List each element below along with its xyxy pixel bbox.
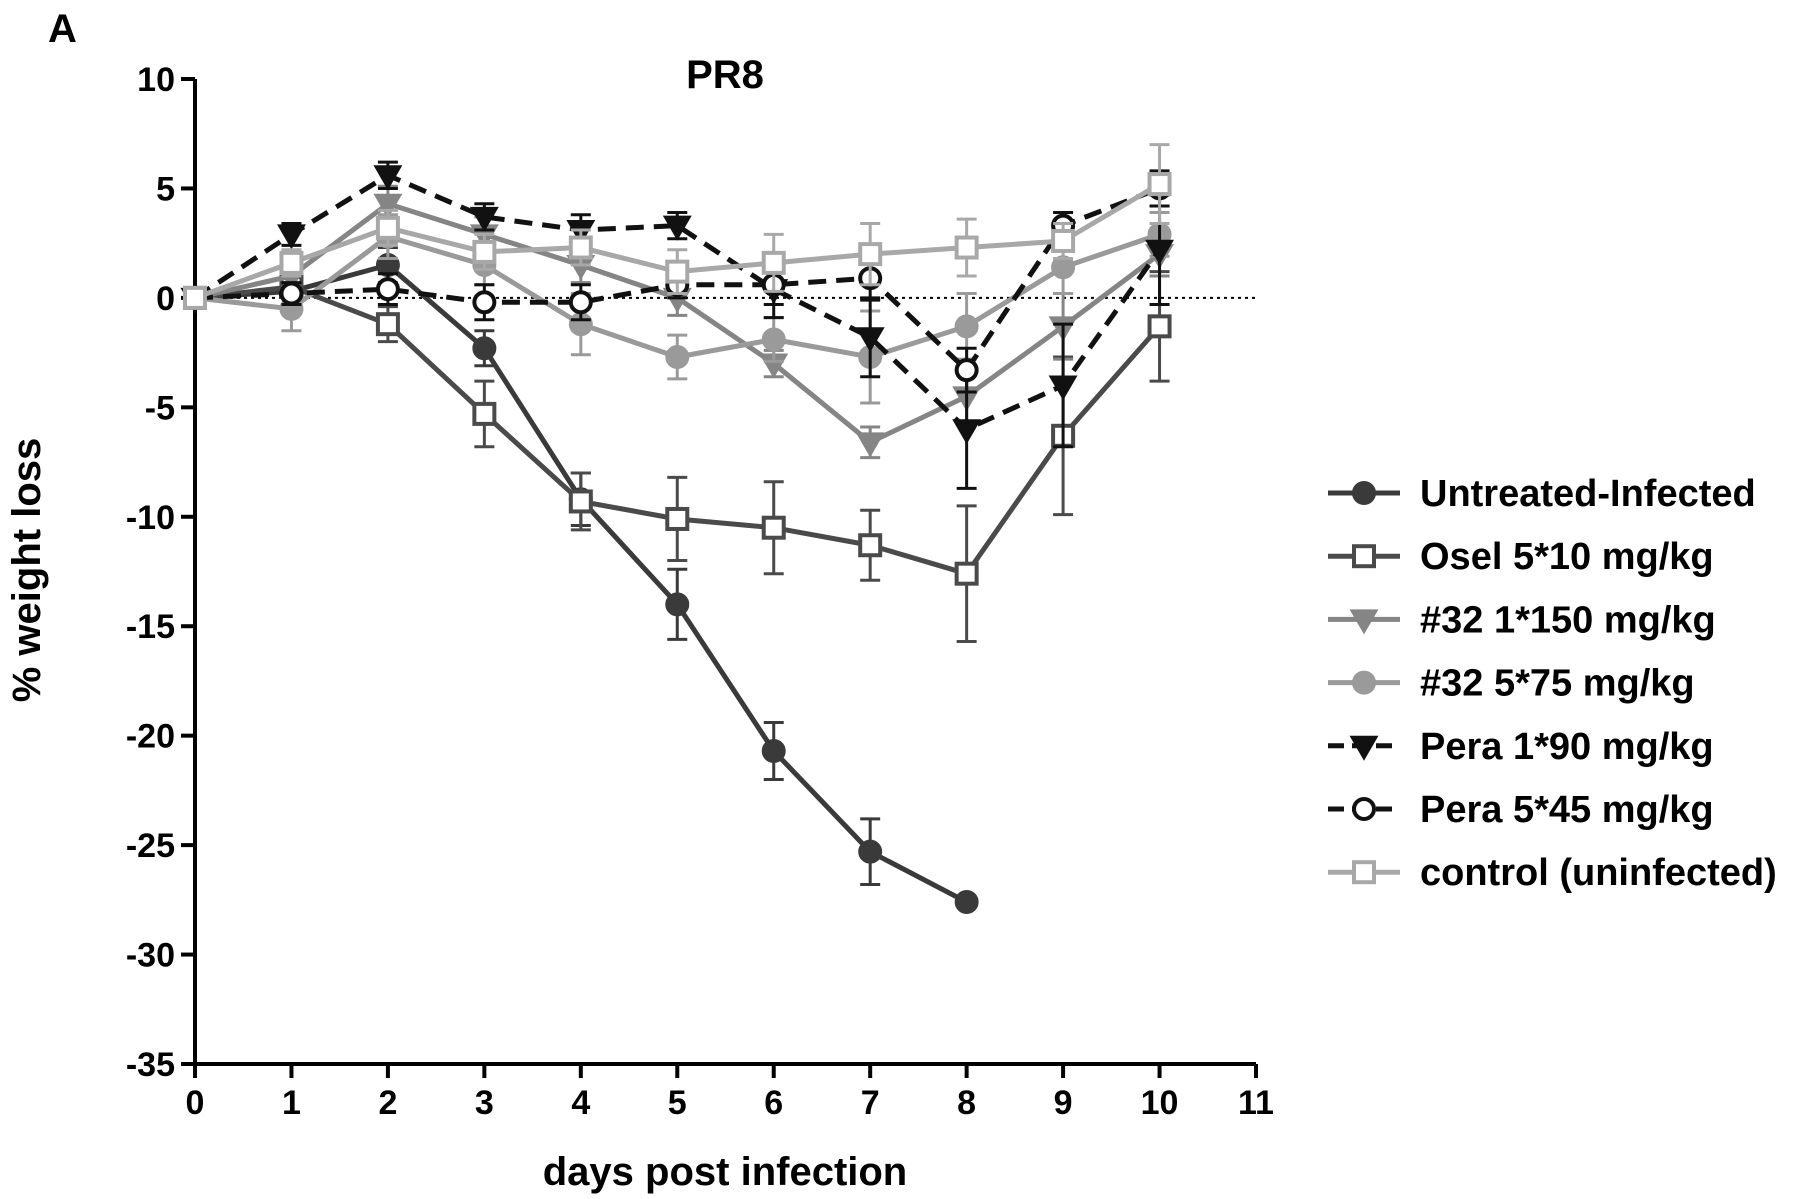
y-tick-label: -25 <box>126 827 175 865</box>
data-point <box>1353 611 1375 630</box>
data-point <box>281 253 301 273</box>
data-point <box>377 167 399 186</box>
y-tick-label: -30 <box>126 937 175 975</box>
data-point <box>280 226 302 245</box>
data-point <box>1150 316 1170 336</box>
x-tick-label: 9 <box>1054 1084 1073 1122</box>
data-point <box>1052 377 1074 396</box>
data-point <box>957 564 977 584</box>
data-point <box>474 292 494 312</box>
legend-label: #32 1*150 mg/kg <box>1420 599 1716 641</box>
data-point <box>667 594 687 614</box>
x-tick-label: 6 <box>764 1084 783 1122</box>
data-point <box>1353 738 1375 757</box>
x-tick-label: 4 <box>571 1084 590 1122</box>
data-point <box>281 284 301 304</box>
data-point <box>1354 862 1374 882</box>
legend-item: Pera 1*90 mg/kg <box>1328 726 1714 768</box>
data-point <box>957 316 977 336</box>
data-point <box>860 244 880 264</box>
data-point <box>378 314 398 334</box>
x-tick-label: 8 <box>957 1084 976 1122</box>
data-point <box>764 253 784 273</box>
data-point <box>667 347 687 367</box>
data-point <box>666 218 688 237</box>
x-tick-label: 3 <box>475 1084 494 1122</box>
legend-item: Osel 5*10 mg/kg <box>1328 536 1714 578</box>
data-point <box>957 238 977 258</box>
data-point <box>474 242 494 262</box>
legend-label: Untreated-Infected <box>1420 473 1756 515</box>
y-tick-label: -35 <box>126 1046 175 1084</box>
data-point <box>957 892 977 912</box>
data-point <box>1354 546 1374 566</box>
legend-label: Osel 5*10 mg/kg <box>1420 536 1714 578</box>
y-tick-label: -10 <box>126 499 175 537</box>
legend: Untreated-Infected Osel 5*10 mg/kg #32 1*1… <box>1328 473 1777 894</box>
data-point <box>571 292 591 312</box>
data-point <box>956 421 978 440</box>
data-point <box>860 535 880 555</box>
data-point <box>667 262 687 282</box>
data-point <box>571 491 591 511</box>
data-point <box>1150 174 1170 194</box>
data-point <box>378 218 398 238</box>
legend-item: #32 1*150 mg/kg <box>1328 599 1716 641</box>
data-point <box>474 404 494 424</box>
legend-label: #32 5*75 mg/kg <box>1420 663 1695 705</box>
legend-item: control (uninfected) <box>1328 852 1777 894</box>
x-tick-label: 0 <box>186 1084 205 1122</box>
data-point <box>764 741 784 761</box>
data-point <box>378 279 398 299</box>
series-line <box>195 265 967 902</box>
data-point <box>957 360 977 380</box>
x-tick-label: 11 <box>1238 1084 1274 1122</box>
data-point <box>474 338 494 358</box>
y-tick-label: -15 <box>126 608 175 646</box>
x-axis-label: days post infection <box>543 1150 908 1194</box>
data-point <box>1053 231 1073 251</box>
x-tick-label: 10 <box>1141 1084 1179 1122</box>
data-point <box>1354 799 1374 819</box>
data-point <box>764 329 784 349</box>
x-tick-label: 7 <box>861 1084 880 1122</box>
data-point <box>1354 483 1374 503</box>
data-point <box>860 842 880 862</box>
series-pera-1-90-mg-kg <box>184 162 1171 488</box>
panel-label: A <box>48 7 77 51</box>
plot-area <box>184 145 1171 912</box>
legend-item: Pera 5*45 mg/kg <box>1328 789 1714 831</box>
legend-label: Pera 5*45 mg/kg <box>1420 789 1714 831</box>
x-tick-label: 5 <box>668 1084 687 1122</box>
data-point <box>1354 673 1374 693</box>
y-tick-label: 10 <box>137 61 175 99</box>
x-tick-label: 1 <box>282 1084 301 1122</box>
y-tick-label: 5 <box>156 170 175 208</box>
y-tick-label: -20 <box>126 718 175 756</box>
y-tick-label: -5 <box>145 389 175 427</box>
chart-title: PR8 <box>686 53 764 97</box>
data-point <box>185 288 205 308</box>
y-tick-label: 0 <box>156 280 175 318</box>
x-tick-label: 2 <box>378 1084 397 1122</box>
legend-item: #32 5*75 mg/kg <box>1328 663 1695 705</box>
data-point <box>859 434 881 453</box>
data-point <box>1053 257 1073 277</box>
legend-item: Untreated-Infected <box>1328 473 1756 515</box>
data-point <box>764 518 784 538</box>
data-point <box>667 509 687 529</box>
legend-label: control (uninfected) <box>1420 852 1777 894</box>
legend-label: Pera 1*90 mg/kg <box>1420 726 1714 768</box>
data-point <box>571 238 591 258</box>
y-axis-label: % weight loss <box>5 438 49 703</box>
